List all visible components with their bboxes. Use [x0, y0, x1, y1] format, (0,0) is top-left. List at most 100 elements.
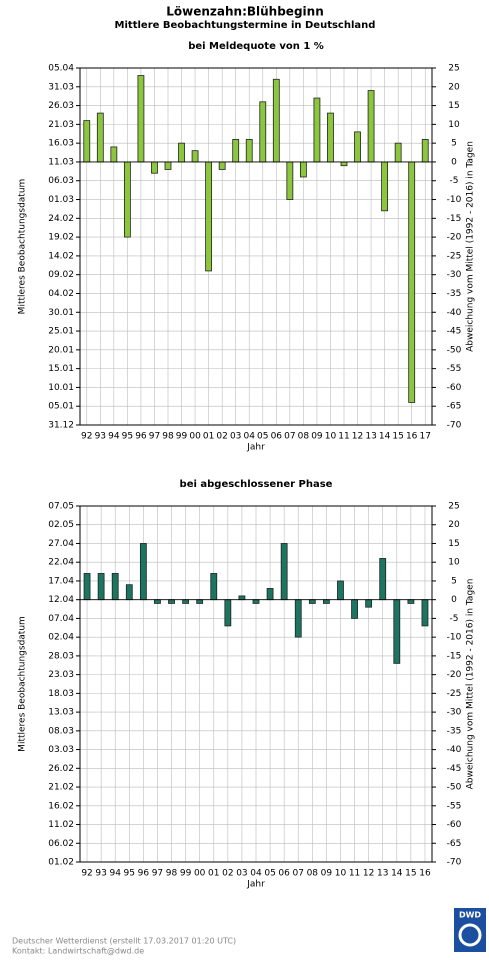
bar: [367, 90, 375, 163]
bar: [354, 131, 361, 163]
bar: [151, 161, 158, 174]
plot-frame: [79, 505, 433, 863]
y-tick-label: 08.03: [48, 726, 74, 736]
x-tick-label: 93: [95, 432, 106, 442]
x-tick-label: 92: [81, 869, 92, 879]
bar: [294, 599, 302, 638]
y2-tick-label: 25: [448, 64, 459, 74]
y-tick-label: 11.03: [48, 157, 74, 167]
x-tick-label: 04: [250, 869, 262, 879]
y2-tick-label: -65: [447, 839, 462, 849]
x-tick-label: 95: [122, 432, 133, 442]
y-tick-label: 17.04: [48, 576, 74, 586]
bar: [137, 75, 145, 163]
y2-tick-label: -20: [447, 233, 462, 243]
y2-tick-label: -30: [447, 708, 462, 718]
x-tick-label: 99: [176, 432, 188, 442]
bar: [191, 150, 199, 163]
x-tick-label: 94: [108, 432, 120, 442]
y2-tick-label: 15: [448, 539, 459, 549]
bar: [218, 161, 226, 170]
y2-tick-label: -30: [447, 270, 462, 280]
x-tick-label: 14: [391, 869, 403, 879]
y2-axis-label: Abweichung vom Mittel (1992 - 2016) in T…: [466, 579, 476, 790]
y-tick-label: 03.03: [48, 745, 74, 755]
bar: [337, 580, 344, 601]
y2-tick-label: -70: [447, 858, 462, 868]
y2-tick-label: -25: [447, 689, 462, 699]
x-tick-label: 98: [162, 432, 174, 442]
y-tick-label: 13.03: [48, 708, 74, 718]
bar: [97, 573, 105, 601]
y2-tick-label: -55: [447, 364, 462, 374]
bar: [125, 584, 133, 601]
bar: [196, 599, 204, 604]
y-tick-label: 15.01: [48, 364, 74, 374]
x-tick-label: 14: [379, 432, 391, 442]
y2-tick-label: -35: [447, 289, 462, 299]
y2-tick-label: -15: [447, 214, 462, 224]
y-tick-label: 30.01: [48, 308, 74, 318]
y2-tick-label: -40: [447, 745, 462, 755]
y-tick-label: 05.04: [48, 64, 74, 74]
x-tick-label: 94: [109, 869, 121, 879]
bar: [299, 161, 307, 178]
y2-tick-label: -20: [447, 670, 462, 680]
footer: Kontakt: Landwirtschaft@dwd.de: [12, 947, 144, 956]
x-tick-label: 04: [244, 432, 256, 442]
bar: [154, 599, 161, 604]
bar: [421, 138, 429, 163]
y2-tick-label: -60: [447, 820, 462, 830]
x-tick-label: 06: [278, 869, 290, 879]
bar: [110, 146, 118, 163]
y-tick-label: 12.04: [48, 595, 74, 605]
y-tick-label: 02.04: [48, 633, 74, 643]
y-tick-label: 21.02: [48, 783, 74, 793]
y2-axis-label: Abweichung vom Mittel (1992 - 2016) in T…: [466, 141, 476, 352]
x-tick-label: 10: [325, 432, 337, 442]
logo-swirl: [458, 923, 482, 947]
y2-tick-label: 20: [448, 520, 460, 530]
x-tick-label: 09: [311, 432, 323, 442]
y-tick-label: 09.02: [48, 270, 74, 280]
x-tick-label: 09: [321, 869, 333, 879]
y2-tick-label: -25: [447, 251, 462, 261]
x-tick-label: 01: [203, 432, 214, 442]
chart-title: bei Meldequote von 1 %: [188, 41, 324, 52]
y-tick-label: 21.03: [48, 120, 74, 130]
y-axis-label: Mittleres Beobachtungsdatum: [18, 179, 28, 315]
bar: [407, 599, 415, 604]
x-tick-label: 11: [338, 432, 349, 442]
bar: [205, 161, 213, 272]
bar: [286, 161, 294, 200]
x-tick-label: 97: [152, 869, 163, 879]
x-tick-label: 06: [271, 432, 283, 442]
x-tick-label: 01: [208, 869, 219, 879]
x-tick-label: 15: [392, 432, 403, 442]
y2-tick-label: -50: [447, 345, 462, 355]
bar: [393, 599, 401, 664]
bar: [123, 161, 131, 238]
y2-tick-label: 10: [448, 558, 460, 568]
y2-tick-label: -70: [447, 421, 462, 431]
x-tick-label: 00: [189, 432, 201, 442]
bar: [252, 599, 260, 604]
y-tick-label: 01.03: [48, 195, 74, 205]
y2-tick-label: -55: [447, 801, 462, 811]
x-tick-label: 99: [180, 869, 192, 879]
bar: [83, 120, 91, 163]
y2-tick-label: -45: [447, 764, 462, 774]
y2-tick-label: 25: [448, 502, 459, 512]
y2-tick-label: -10: [447, 633, 462, 643]
x-tick-label: 12: [363, 869, 374, 879]
footer: Deutscher Wetterdienst (erstellt 17.03.2…: [12, 937, 236, 946]
y-tick-label: 06.02: [48, 839, 74, 849]
x-tick-label: 05: [257, 432, 268, 442]
bar: [408, 161, 416, 403]
x-tick-label: 13: [377, 869, 388, 879]
y-tick-label: 28.03: [48, 651, 74, 661]
bar: [322, 599, 330, 604]
x-tick-label: 96: [138, 869, 150, 879]
y2-tick-label: -10: [447, 195, 462, 205]
